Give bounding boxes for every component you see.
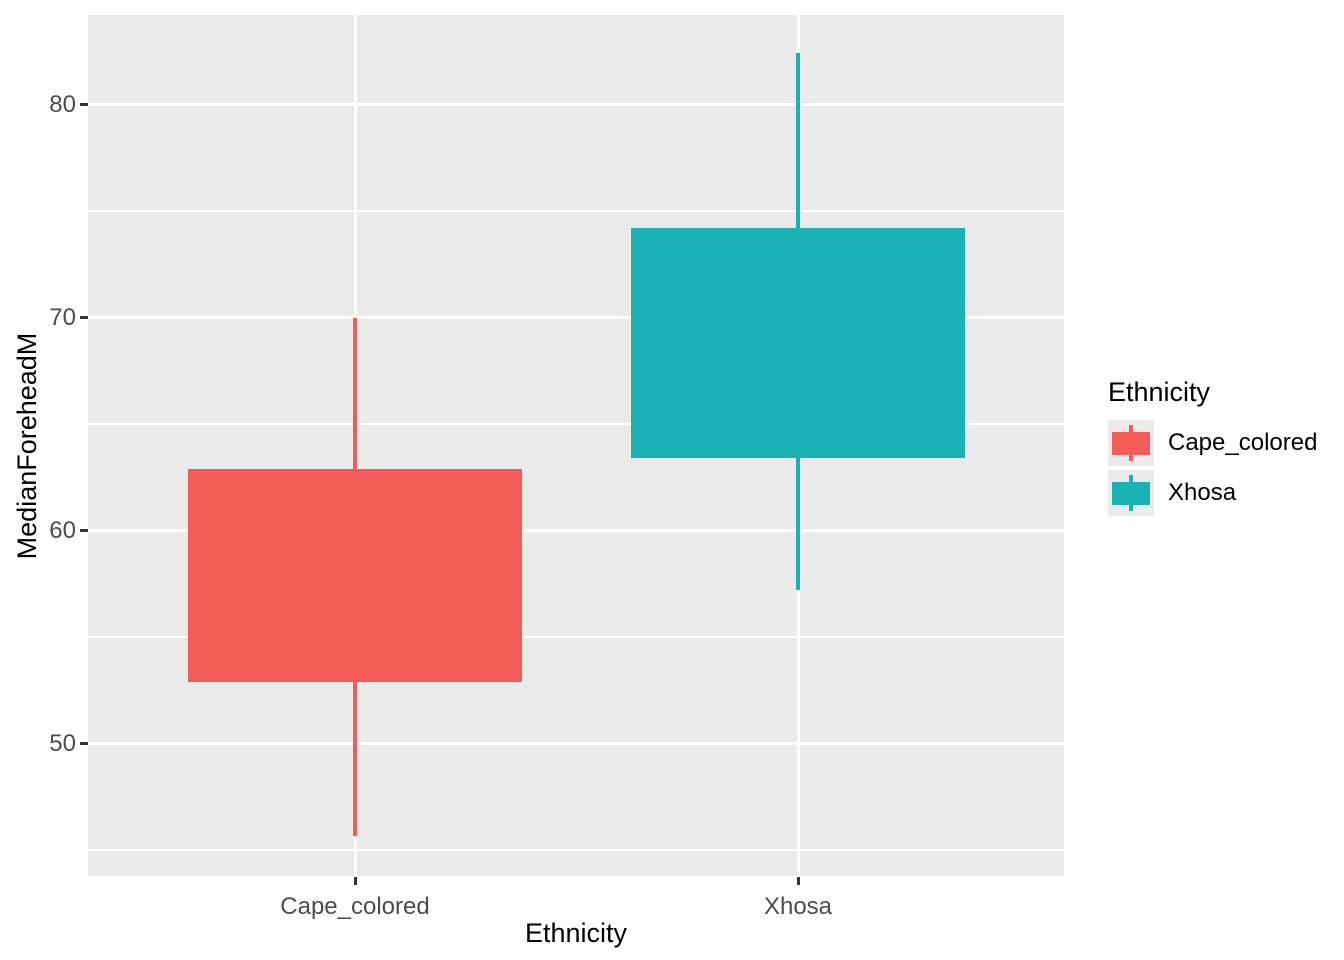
legend-key (1108, 470, 1154, 516)
major-gridline (88, 316, 1064, 320)
y-tick-label: 80 (49, 90, 76, 118)
x-axis-title: Ethnicity (524, 918, 628, 948)
y-tick-mark (80, 742, 88, 746)
legend: Ethnicity Cape_colored Xhosa (1108, 376, 1317, 520)
legend-item: Cape_colored (1108, 420, 1317, 466)
legend-key (1108, 420, 1154, 466)
boxplot-box (631, 228, 965, 459)
major-gridline (88, 742, 1064, 746)
major-gridline (88, 103, 1064, 106)
minor-gridline (88, 636, 1064, 639)
legend-title: Ethnicity (1108, 377, 1211, 407)
y-tick-label: 50 (49, 729, 76, 757)
plot-panel (88, 15, 1064, 876)
minor-gridline (88, 849, 1064, 852)
boxplot-box (188, 468, 522, 683)
y-tick-label: 60 (49, 516, 76, 544)
boxplot-glyph-box (1112, 432, 1150, 455)
x-tick-mark (353, 877, 357, 885)
y-tick-mark (80, 529, 88, 533)
legend-item-label: Xhosa (1168, 479, 1237, 506)
y-tick-mark (80, 103, 88, 106)
x-tick-label: Cape_colored (280, 893, 430, 920)
minor-gridline (88, 423, 1064, 426)
y-tick-label: 70 (49, 303, 76, 331)
y-tick-mark (80, 316, 88, 320)
legend-item: Xhosa (1108, 470, 1317, 516)
boxplot-glyph-box (1112, 482, 1150, 505)
x-tick-label: Xhosa (763, 893, 833, 920)
major-gridline (88, 529, 1064, 533)
legend-item-label: Cape_colored (1168, 429, 1318, 456)
minor-gridline (88, 210, 1064, 213)
x-tick-mark (796, 877, 800, 885)
